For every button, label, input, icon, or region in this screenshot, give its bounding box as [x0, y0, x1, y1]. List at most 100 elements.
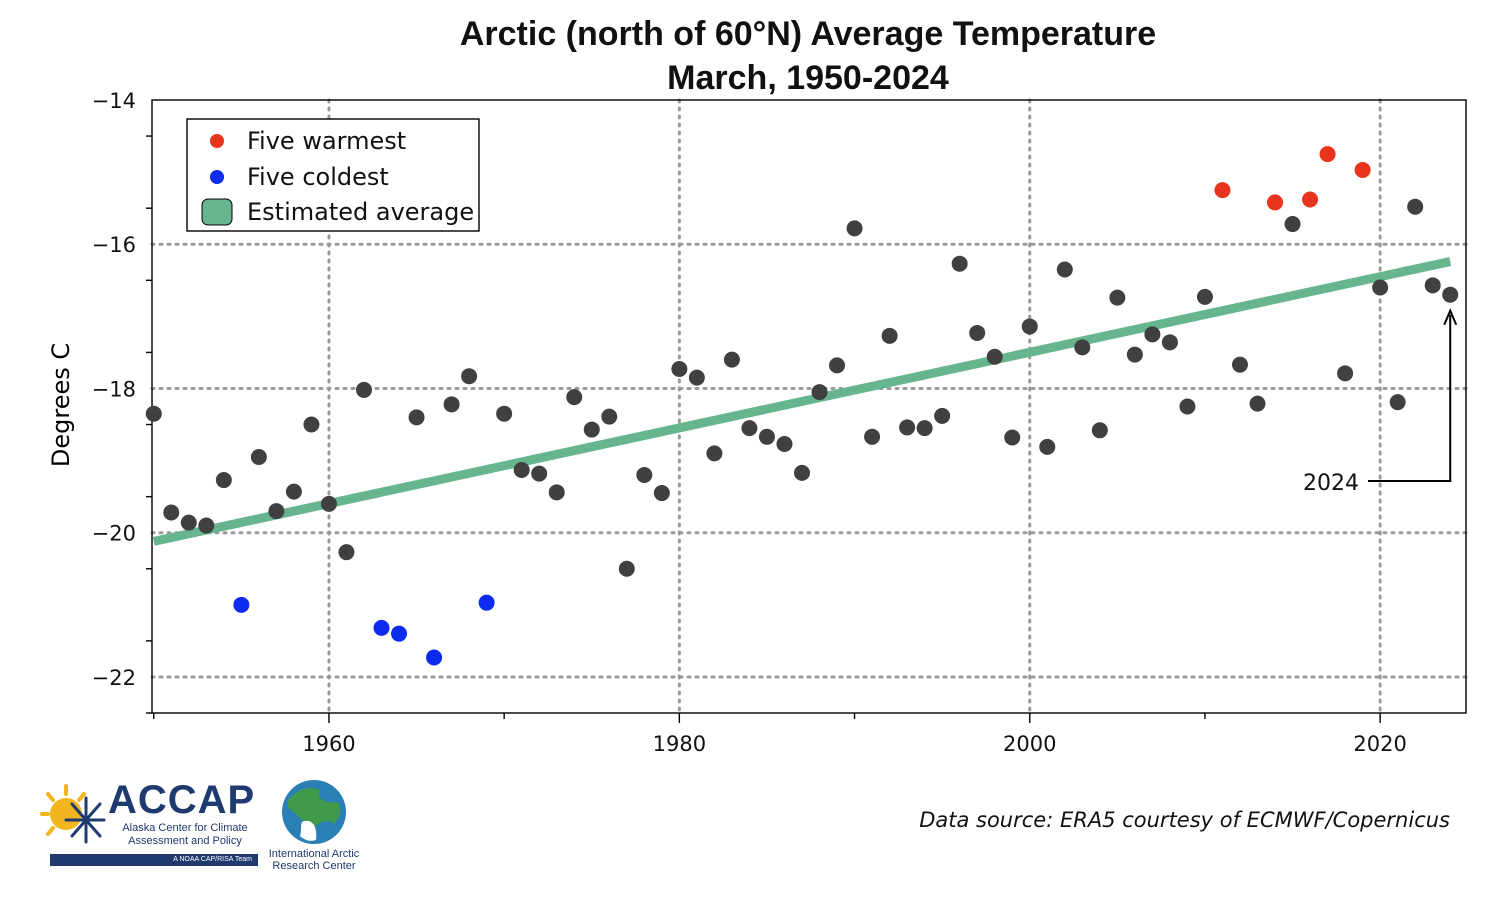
data-point	[198, 517, 215, 534]
data-point	[513, 461, 530, 478]
x-tick-label: 2000	[1003, 732, 1056, 756]
coldest-point	[426, 649, 443, 666]
data-point	[969, 324, 986, 341]
data-point	[916, 420, 933, 437]
data-point	[583, 421, 600, 438]
data-point	[303, 416, 320, 433]
iarc-logo-text: International Arctic Research Center	[268, 848, 360, 872]
annotation-arrow	[1368, 314, 1452, 482]
data-point	[986, 348, 1003, 365]
y-tick-label: −22	[92, 666, 136, 690]
accap-sun-snowflake-icon	[40, 784, 106, 844]
data-point	[355, 381, 372, 398]
data-point	[1074, 339, 1091, 356]
data-point	[1109, 289, 1126, 306]
data-point	[934, 407, 951, 424]
legend-marker-warmest	[210, 134, 224, 148]
data-point	[1424, 277, 1441, 294]
grid-lines	[150, 98, 1468, 715]
x-tick-label: 2020	[1353, 732, 1406, 756]
accap-logo-subtitle: Alaska Center for Climate Assessment and…	[122, 822, 248, 847]
warmest-point	[1302, 191, 1319, 208]
x-tick-label: 1980	[653, 732, 706, 756]
data-point	[636, 467, 653, 484]
data-point	[951, 255, 968, 272]
data-point	[1442, 286, 1459, 303]
data-point	[1126, 346, 1143, 363]
legend-label: Five warmest	[247, 127, 406, 155]
data-point	[723, 351, 740, 368]
data-point	[145, 405, 162, 422]
points-layer	[145, 146, 1459, 666]
annotation-arrowhead	[1443, 308, 1458, 326]
data-point	[653, 485, 670, 502]
data-point	[461, 368, 478, 385]
data-point	[1337, 365, 1354, 382]
chart-subtitle: March, 1950-2024	[667, 59, 949, 97]
data-point	[408, 409, 425, 426]
data-point	[601, 408, 618, 425]
data-point	[881, 327, 898, 344]
data-point	[496, 405, 513, 422]
y-tick-label: −16	[92, 233, 136, 257]
data-point	[1091, 422, 1108, 439]
warmest-point	[1214, 182, 1231, 199]
data-point	[215, 472, 232, 489]
warmest-point	[1319, 146, 1336, 163]
data-point	[864, 428, 881, 445]
data-point	[793, 464, 810, 481]
axis-ticks: 1960 1980 2000 2020 −22 −20 −18 −16 −14	[92, 89, 1407, 756]
data-point	[758, 428, 775, 445]
data-point	[1179, 398, 1196, 415]
data-point	[899, 419, 916, 436]
legend-label: Five coldest	[247, 163, 389, 191]
data-point	[811, 384, 828, 401]
chart-title: Arctic (north of 60°N) Average Temperatu…	[459, 15, 1157, 53]
coldest-point	[478, 594, 495, 611]
chart-title-block: Arctic (north of 60°N) Average Temperatu…	[150, 12, 1466, 100]
data-point	[285, 483, 302, 500]
data-point	[1004, 429, 1021, 446]
data-point	[1196, 288, 1213, 305]
coldest-point	[391, 625, 408, 642]
data-point	[1372, 279, 1389, 296]
data-point	[268, 503, 285, 520]
data-point	[706, 445, 723, 462]
coldest-point	[233, 596, 250, 613]
data-point	[776, 436, 793, 453]
data-point	[566, 389, 583, 406]
annotation-label: 2024	[1303, 471, 1359, 496]
data-point	[548, 484, 565, 501]
iarc-globe-icon	[282, 780, 346, 844]
data-point	[618, 560, 635, 577]
logos: ACCAP Alaska Center for Climate Assessme…	[36, 778, 376, 878]
data-point	[1231, 356, 1248, 373]
data-point	[250, 448, 267, 465]
trend-line	[152, 257, 1452, 546]
coldest-point	[373, 619, 390, 636]
data-point	[1144, 326, 1161, 343]
warmest-point	[1267, 194, 1284, 211]
data-point	[180, 514, 197, 531]
annotation-layer: 2024	[1303, 308, 1458, 496]
data-point	[829, 357, 846, 374]
data-source-note: Data source: ERA5 courtesy of ECMWF/Cope…	[919, 808, 1450, 832]
data-point	[1407, 198, 1424, 215]
data-point	[1056, 261, 1073, 278]
warmest-point	[1354, 161, 1371, 178]
data-point	[671, 360, 688, 377]
accap-logo-bar: A NOAA CAP/RISA Team	[50, 854, 258, 866]
y-tick-label: −14	[92, 89, 136, 113]
data-point	[1389, 394, 1406, 411]
legend-label: Estimated average	[247, 198, 474, 226]
data-point	[443, 396, 460, 413]
legend-marker-average	[201, 198, 233, 226]
y-axis-label: Degrees C	[47, 343, 75, 467]
data-point	[320, 495, 337, 512]
data-point	[531, 465, 548, 482]
legend-box	[186, 118, 480, 232]
accap-logo-text: ACCAP	[108, 778, 256, 822]
data-point	[1039, 438, 1056, 455]
y-tick-label: −20	[92, 522, 136, 546]
